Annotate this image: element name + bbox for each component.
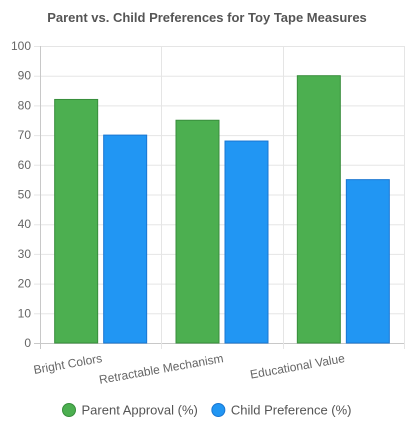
x-tick-label: Bright Colors <box>32 351 103 377</box>
x-tick-label: Retractable Mechanism <box>98 351 225 387</box>
legend-swatch <box>211 403 226 417</box>
bar-child-preference <box>345 179 390 344</box>
legend-item: Child Preference (%) <box>211 403 352 418</box>
y-tick-label: 90 <box>18 69 32 83</box>
legend-label: Child Preference (%) <box>231 403 352 418</box>
y-tick-label: 60 <box>18 158 32 172</box>
bar-parent-approval <box>296 75 341 344</box>
legend-item: Parent Approval (%) <box>62 403 198 418</box>
y-tick-label: 70 <box>18 128 32 142</box>
x-tick-label: Educational Value <box>249 351 346 381</box>
y-tick-label: 80 <box>18 98 32 112</box>
y-tick-label: 50 <box>18 188 32 202</box>
y-tick-label: 10 <box>18 306 32 320</box>
bar-child-preference <box>224 140 269 344</box>
y-tick-label: 40 <box>18 217 32 231</box>
legend-swatch <box>62 403 76 417</box>
legend-label: Parent Approval (%) <box>82 403 198 418</box>
y-tick-label: 100 <box>11 39 31 53</box>
bar-parent-approval <box>54 98 99 344</box>
bar-child-preference <box>103 134 148 344</box>
legend: Parent Approval (%) Child Preference (%) <box>62 403 352 418</box>
y-tick-label: 0 <box>24 336 31 350</box>
y-axis-ticks: 0 10 20 30 40 50 60 70 80 90 100 <box>11 39 31 350</box>
chart-title: Parent vs. Child Preferences for Toy Tap… <box>47 10 367 25</box>
y-tick-label: 20 <box>18 277 32 291</box>
bar-parent-approval <box>175 119 220 344</box>
y-tick-label: 30 <box>18 247 32 261</box>
bars <box>54 75 390 344</box>
